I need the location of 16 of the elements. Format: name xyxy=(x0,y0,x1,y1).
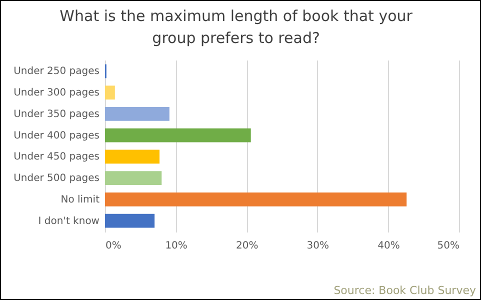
source-note: Source: Book Club Survey xyxy=(334,284,476,297)
y-tick-label: Under 400 pages xyxy=(14,130,100,142)
x-tick-label: 0% xyxy=(106,240,122,252)
y-tick-label: I don't know xyxy=(38,216,100,227)
y-tick-label: Under 300 pages xyxy=(14,88,100,99)
y-tick-label: Under 250 pages xyxy=(14,66,100,78)
x-tick-label: 50% xyxy=(437,240,460,252)
x-tick-label: 30% xyxy=(306,240,330,252)
y-tick-label: Under 500 pages xyxy=(14,173,100,184)
y-tick-label: Under 450 pages xyxy=(14,152,100,163)
y-tick-label: Under 350 pages xyxy=(14,108,100,120)
x-tick-label: 20% xyxy=(236,240,258,252)
x-tick-label: 40% xyxy=(378,240,400,252)
chart-title: What is the maximum length of book that your group prefers to read? xyxy=(60,7,414,47)
x-tick-label: 10% xyxy=(165,240,188,252)
y-tick-label: No limit xyxy=(60,194,100,206)
